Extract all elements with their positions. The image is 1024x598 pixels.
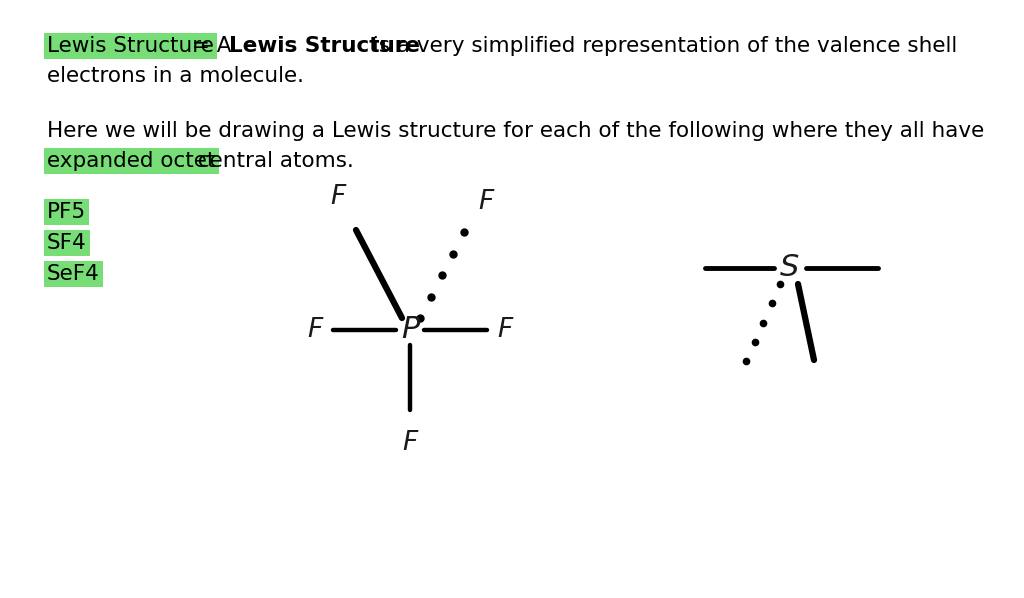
Text: is a very simplified representation of the valence shell: is a very simplified representation of t… [366, 36, 957, 56]
Text: expanded octet: expanded octet [47, 151, 215, 171]
Text: SF4: SF4 [47, 233, 87, 253]
Text: F: F [307, 317, 323, 343]
Text: S: S [780, 254, 800, 282]
Text: central atoms.: central atoms. [191, 151, 354, 171]
Text: PF5: PF5 [47, 202, 86, 222]
Text: Lewis Structure: Lewis Structure [47, 36, 214, 56]
Text: electrons in a molecule.: electrons in a molecule. [47, 66, 304, 86]
Text: Here we will be drawing a Lewis structure for each of the following where they a: Here we will be drawing a Lewis structur… [47, 121, 984, 141]
Text: F: F [331, 184, 345, 210]
Text: = A: = A [185, 36, 239, 56]
Text: F: F [498, 317, 513, 343]
Text: P: P [400, 316, 419, 344]
Text: F: F [478, 189, 494, 215]
Text: SeF4: SeF4 [47, 264, 100, 284]
Text: Lewis Structure: Lewis Structure [229, 36, 420, 56]
Text: F: F [402, 430, 418, 456]
